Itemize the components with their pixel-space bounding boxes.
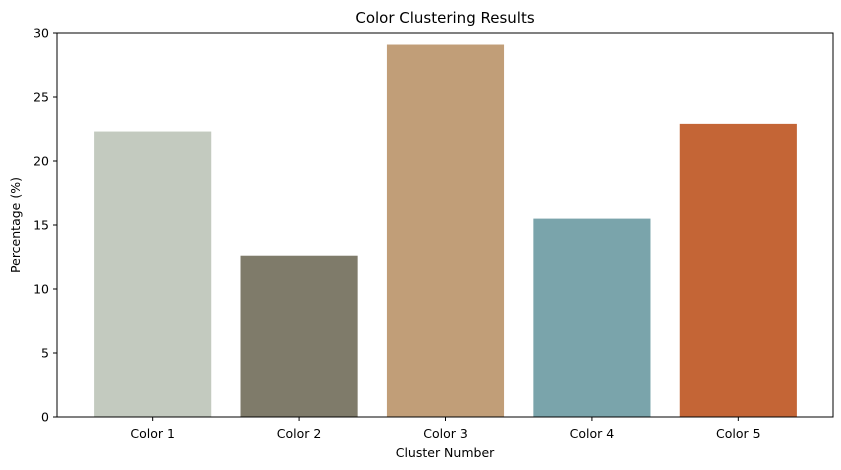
y-tick-label: 20 [33, 154, 49, 169]
bars-group [94, 44, 797, 418]
x-tick-label: Color 4 [570, 426, 615, 441]
bar-1 [94, 131, 212, 417]
bar-3 [386, 44, 505, 418]
y-tick-label: 30 [33, 26, 49, 41]
bar-5 [679, 123, 797, 417]
x-tick-label: Color 3 [423, 426, 468, 441]
y-tick-label: 5 [41, 346, 49, 361]
y-axis-label: Percentage (%) [8, 177, 23, 273]
bar-2 [240, 255, 358, 417]
x-tick-label: Color 5 [716, 426, 761, 441]
y-axis-ticks: 0 5 10 15 20 25 30 [33, 26, 57, 425]
chart-title: Color Clustering Results [355, 9, 534, 27]
x-tick-label: Color 2 [277, 426, 322, 441]
bar-4 [533, 218, 651, 417]
y-tick-label: 10 [33, 282, 49, 297]
x-axis-label: Cluster Number [396, 445, 495, 460]
y-tick-label: 25 [33, 90, 49, 105]
y-tick-label: 15 [33, 218, 49, 233]
y-tick-label: 0 [41, 410, 49, 425]
x-axis-ticks: Color 1 Color 2 Color 3 Color 4 Color 5 [130, 417, 761, 441]
x-tick-label: Color 1 [130, 426, 175, 441]
plot-frame [56, 32, 834, 418]
